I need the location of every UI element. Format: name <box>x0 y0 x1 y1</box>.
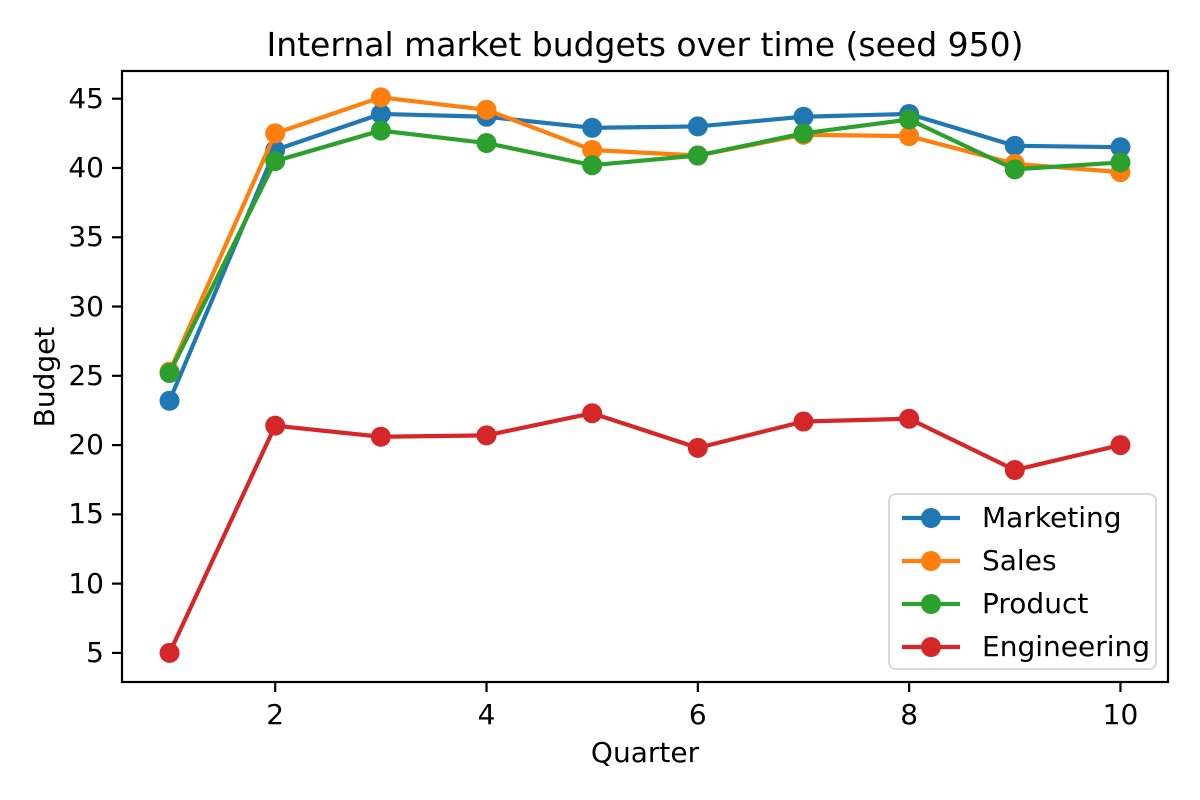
x-tick-label: 2 <box>266 698 285 731</box>
y-tick-label: 5 <box>86 635 104 669</box>
chart-title: Internal market budgets over time (seed … <box>266 25 1024 64</box>
data-point-product <box>1004 159 1025 180</box>
y-tick-label: 30 <box>68 289 104 323</box>
legend-marker-marketing <box>902 508 960 529</box>
data-point-engineering <box>265 415 286 436</box>
data-point-sales <box>265 123 286 144</box>
data-point-product <box>265 151 286 172</box>
series-line-product <box>167 117 1123 376</box>
data-point-marketing <box>687 116 708 137</box>
legend-item-product: Product <box>900 583 1155 626</box>
data-point-sales <box>899 126 920 147</box>
legend-label: Sales <box>982 544 1057 578</box>
data-point-marketing <box>370 103 391 124</box>
data-point-marketing <box>1004 135 1025 156</box>
data-point-product <box>899 109 920 130</box>
data-point-sales <box>476 99 497 120</box>
data-point-engineering <box>1110 435 1131 456</box>
data-point-engineering <box>476 425 497 446</box>
data-point-product <box>582 155 603 176</box>
legend-item-marketing: Marketing <box>900 497 1155 540</box>
legend-label: Product <box>982 586 1089 620</box>
legend-marker-engineering <box>902 636 960 657</box>
y-tick-label: 15 <box>68 497 104 531</box>
y-tick-label: 25 <box>68 358 104 392</box>
data-point-marketing <box>793 106 814 127</box>
series-line-marketing <box>167 111 1123 403</box>
x-axis-label: Quarter <box>590 736 700 769</box>
x-tick-label: 10 <box>1102 698 1139 731</box>
y-tick-label: 40 <box>68 150 104 184</box>
legend-marker-sales <box>902 551 960 572</box>
legend-marker-product <box>902 593 960 614</box>
x-tick-label: 4 <box>477 698 496 731</box>
x-tick-label: 8 <box>900 698 919 731</box>
data-point-engineering <box>793 411 814 432</box>
y-tick-label: 10 <box>68 566 104 600</box>
y-tick-label: 20 <box>68 428 104 462</box>
legend-label: Engineering <box>982 629 1150 663</box>
legend-label: Marketing <box>982 501 1122 535</box>
data-point-product <box>159 363 180 384</box>
data-point-engineering <box>159 642 180 663</box>
legend: Marketing Sales Product Engineering <box>888 493 1157 670</box>
data-point-product <box>1110 152 1131 173</box>
data-point-engineering <box>687 437 708 458</box>
data-point-marketing <box>582 117 603 138</box>
data-point-engineering <box>370 426 391 447</box>
data-point-marketing <box>1110 137 1131 158</box>
data-point-engineering <box>899 408 920 429</box>
legend-item-sales: Sales <box>900 540 1155 583</box>
series-line-sales <box>167 95 1123 374</box>
y-tick-label: 35 <box>68 220 104 254</box>
data-point-product <box>687 145 708 166</box>
data-point-engineering <box>1004 460 1025 481</box>
series-line-engineering <box>167 411 1123 656</box>
data-point-sales <box>370 87 391 108</box>
data-point-product <box>476 133 497 154</box>
data-point-product <box>370 120 391 141</box>
data-point-marketing <box>159 390 180 411</box>
data-point-product <box>793 123 814 144</box>
x-tick-label: 6 <box>688 698 707 731</box>
legend-item-engineering: Engineering <box>900 625 1155 668</box>
data-point-sales <box>582 139 603 160</box>
y-tick-label: 45 <box>68 81 104 115</box>
data-point-engineering <box>582 403 603 424</box>
